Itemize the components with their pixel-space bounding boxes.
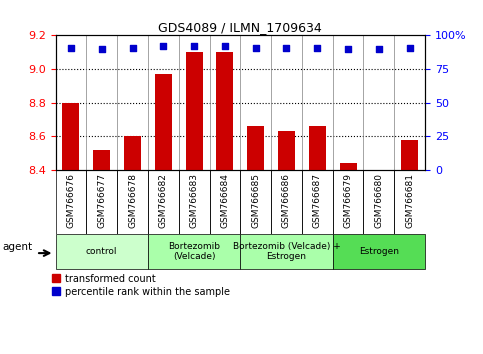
Point bbox=[221, 43, 229, 49]
Bar bbox=[124, 136, 141, 170]
Text: GSM766676: GSM766676 bbox=[67, 173, 75, 228]
Text: GSM766685: GSM766685 bbox=[251, 173, 260, 228]
Legend: transformed count, percentile rank within the sample: transformed count, percentile rank withi… bbox=[51, 274, 230, 297]
Point bbox=[67, 45, 75, 50]
Bar bbox=[278, 131, 295, 170]
Bar bbox=[333, 234, 425, 269]
Text: GSM766677: GSM766677 bbox=[97, 173, 106, 228]
Bar bbox=[148, 234, 241, 269]
Bar bbox=[340, 163, 356, 170]
Text: GSM766682: GSM766682 bbox=[159, 173, 168, 228]
Bar bbox=[62, 103, 79, 170]
Point bbox=[190, 43, 198, 49]
Text: GSM766681: GSM766681 bbox=[405, 173, 414, 228]
Text: Estrogen: Estrogen bbox=[359, 247, 399, 256]
Bar bbox=[401, 140, 418, 170]
Text: GSM766687: GSM766687 bbox=[313, 173, 322, 228]
Text: GSM766684: GSM766684 bbox=[220, 173, 229, 228]
Point bbox=[406, 45, 413, 50]
Text: agent: agent bbox=[3, 242, 33, 252]
Bar bbox=[247, 126, 264, 170]
Point bbox=[313, 45, 321, 50]
Bar bbox=[241, 234, 333, 269]
Point bbox=[375, 46, 383, 52]
Text: GSM766680: GSM766680 bbox=[374, 173, 384, 228]
Text: Bortezomib
(Velcade): Bortezomib (Velcade) bbox=[168, 242, 220, 261]
Bar bbox=[216, 52, 233, 170]
Bar bbox=[155, 74, 172, 170]
Point bbox=[283, 45, 290, 50]
Text: Bortezomib (Velcade) +
Estrogen: Bortezomib (Velcade) + Estrogen bbox=[233, 242, 341, 261]
Text: GSM766683: GSM766683 bbox=[190, 173, 199, 228]
Point bbox=[159, 43, 167, 49]
Bar bbox=[309, 126, 326, 170]
Text: control: control bbox=[86, 247, 117, 256]
Text: GSM766678: GSM766678 bbox=[128, 173, 137, 228]
Point bbox=[344, 46, 352, 52]
Title: GDS4089 / ILMN_1709634: GDS4089 / ILMN_1709634 bbox=[158, 21, 322, 34]
Text: GSM766686: GSM766686 bbox=[282, 173, 291, 228]
Point bbox=[98, 46, 106, 52]
Bar bbox=[93, 150, 110, 170]
Point bbox=[128, 45, 136, 50]
Point bbox=[252, 45, 259, 50]
Text: GSM766679: GSM766679 bbox=[343, 173, 353, 228]
Bar bbox=[56, 234, 148, 269]
Bar bbox=[185, 52, 202, 170]
